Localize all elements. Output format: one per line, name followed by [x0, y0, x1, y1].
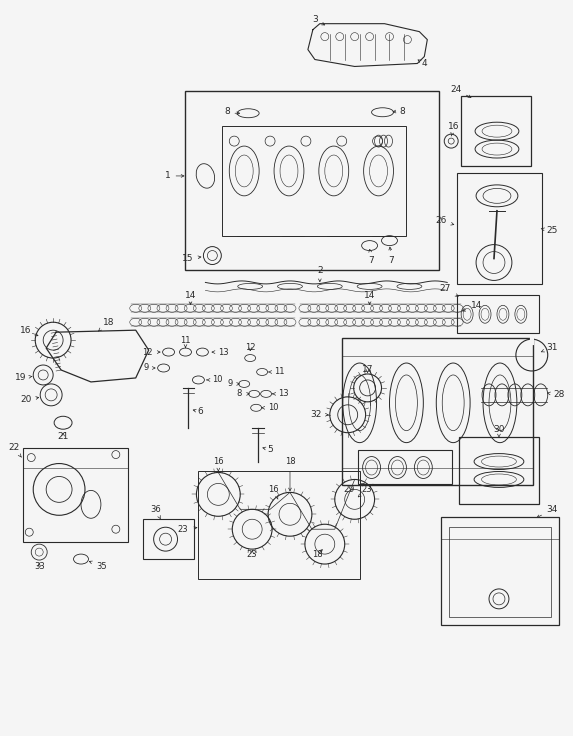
Text: 15: 15 [182, 254, 201, 263]
Text: 6: 6 [193, 407, 203, 417]
Text: 29: 29 [343, 484, 364, 494]
Bar [449, 527, 551, 617]
Text: 35: 35 [89, 561, 107, 570]
Text: 8: 8 [225, 107, 230, 116]
Bar [457, 295, 539, 333]
Text: 27: 27 [440, 284, 458, 297]
Text: 20: 20 [20, 395, 39, 404]
Text: 32: 32 [311, 410, 328, 420]
Text: 2: 2 [317, 266, 323, 282]
Bar [441, 517, 559, 625]
Text: 26: 26 [436, 216, 454, 225]
Text: 10: 10 [262, 403, 278, 412]
Text: 23: 23 [247, 550, 257, 559]
Bar [23, 447, 128, 542]
Bar [222, 126, 406, 236]
Text: 1: 1 [165, 171, 184, 180]
Text: 10: 10 [207, 375, 223, 384]
Text: 14: 14 [185, 291, 196, 305]
Text: 24: 24 [450, 85, 471, 98]
Text: 36: 36 [150, 505, 161, 519]
Text: 14: 14 [462, 301, 482, 311]
Text: 7: 7 [368, 250, 375, 265]
Text: 12: 12 [142, 347, 160, 356]
Text: 8: 8 [399, 107, 405, 116]
Text: 19: 19 [15, 373, 32, 383]
Text: 17: 17 [362, 366, 374, 375]
Text: 13: 13 [212, 347, 229, 356]
Bar [457, 173, 541, 284]
Text: 25: 25 [541, 226, 558, 236]
Text: 16: 16 [213, 457, 223, 472]
Text: 23: 23 [178, 525, 197, 534]
Text: 23: 23 [358, 485, 372, 497]
Text: 11: 11 [268, 367, 285, 377]
Bar [461, 96, 531, 166]
Text: 9: 9 [143, 364, 155, 372]
Text: 16: 16 [19, 326, 38, 336]
Bar [342, 338, 533, 486]
Text: 18: 18 [285, 457, 295, 491]
Text: 5: 5 [263, 445, 273, 454]
Text: 18: 18 [98, 318, 115, 331]
Text: 13: 13 [272, 389, 289, 398]
Bar [358, 450, 452, 484]
Text: 21: 21 [57, 432, 69, 441]
Text: 3: 3 [312, 15, 325, 25]
Text: 4: 4 [418, 59, 427, 68]
Bar [143, 520, 194, 559]
Text: 11: 11 [180, 336, 191, 347]
Text: 16: 16 [268, 485, 278, 499]
Bar [198, 472, 360, 579]
Text: 31: 31 [541, 342, 558, 352]
Text: 33: 33 [34, 562, 45, 570]
Text: 30: 30 [493, 425, 505, 437]
Text: 9: 9 [227, 380, 240, 389]
Text: 7: 7 [388, 247, 394, 265]
Text: 16: 16 [449, 121, 460, 136]
Text: 18: 18 [312, 550, 323, 559]
Bar [186, 91, 439, 270]
Text: 12: 12 [245, 342, 256, 352]
Text: 28: 28 [547, 390, 565, 400]
Text: 8: 8 [237, 389, 249, 398]
Text: 34: 34 [537, 505, 558, 517]
Text: 14: 14 [364, 291, 375, 305]
Bar [459, 436, 539, 504]
Text: 22: 22 [8, 443, 21, 457]
